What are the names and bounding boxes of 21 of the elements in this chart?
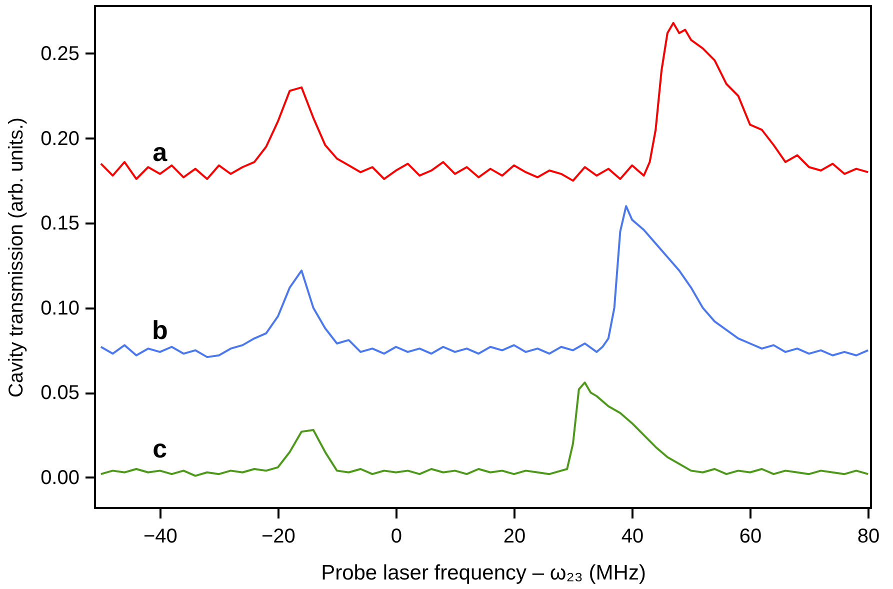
y-tick-label: 0.05 [40,382,80,404]
x-tick-label: 40 [621,526,644,548]
y-tick-label: 0.20 [40,128,80,150]
line-series [100,22,870,182]
y-tick-label: 0.00 [40,466,80,489]
y-axis-title: Cavity transmission (arb. units.) [6,117,28,398]
x-tick-label: 0 [390,526,402,548]
x-tick-label: 60 [739,526,762,548]
x-tick-label: 20 [503,526,526,548]
y-tick-label: 0.10 [40,297,80,320]
series-label: b [152,314,168,345]
y-tick-label: 0.15 [40,212,80,235]
series-label: a [152,136,168,167]
line-series [100,205,870,358]
x-tick-label: 80 [857,526,880,548]
x-tick-label: −20 [261,526,296,548]
x-tick-label: −40 [143,526,178,548]
y-tick-label: 0.25 [40,42,80,65]
line-series [100,382,870,477]
series-label: c [152,434,168,464]
x-axis-title: Probe laser frequency – ω₂₃ (MHz) [321,562,646,584]
